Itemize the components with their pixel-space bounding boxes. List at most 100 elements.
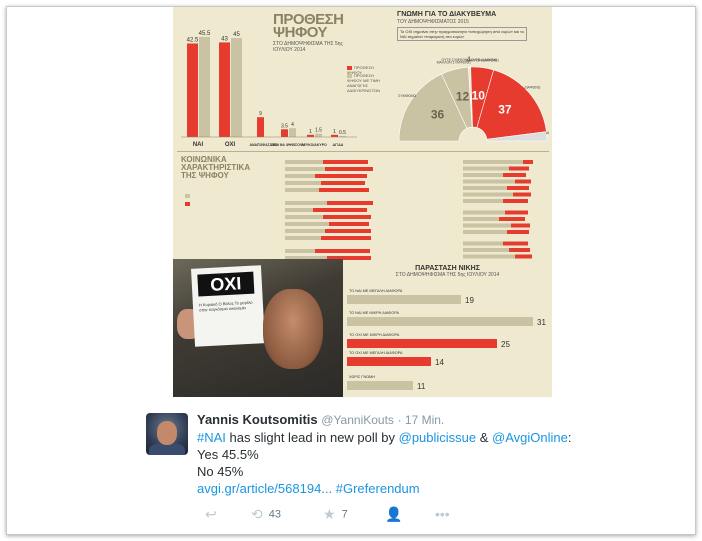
mention-publicissue[interactable]: @publicissue xyxy=(398,430,477,445)
tweet-line-3: No 45% xyxy=(197,464,244,479)
pie-value-4: 37 xyxy=(498,103,512,117)
demo-left-beige-2 xyxy=(285,174,315,178)
tweet-line-4: avgi.gr/article/568194... #Greferendum xyxy=(197,480,617,497)
more-button[interactable]: ••• xyxy=(435,506,456,522)
demo-right-beige-10 xyxy=(463,230,507,234)
demographics-svg xyxy=(185,160,533,260)
pie-value-0: 36 xyxy=(431,107,445,121)
demo-left-beige-9 xyxy=(285,229,325,233)
demo-right-beige-5 xyxy=(463,192,513,197)
man-face xyxy=(263,289,323,369)
pie-label-3: ΜΑΛΛΟΝ ΔΙΑΦΩΝΩ xyxy=(467,59,499,63)
pie-label-4: ΔΙΑΦΩΝΩ xyxy=(524,85,540,89)
demo-left-red-5 xyxy=(327,201,373,205)
pie-label-5: ΔΓ/ΔΑ xyxy=(546,131,549,135)
victory-label-1: ΤΟ ΝΑΙ ΜΕ ΜΙΚΡΗ ΔΙΑΦΟΡΑ xyxy=(349,311,400,315)
favorite-button[interactable]: ★ 7 xyxy=(323,506,348,523)
demo-right-beige-1 xyxy=(463,166,509,171)
tweet-text: #NAI has slight lead in new poll by @pub… xyxy=(197,429,617,497)
bar-value-2-0: 9 xyxy=(259,111,262,117)
demo-right-beige-2 xyxy=(463,173,503,177)
bar-0-0 xyxy=(187,43,198,137)
mention-avgionline[interactable]: @AvgiOnline xyxy=(492,430,568,445)
demo-right-beige-13 xyxy=(463,254,515,259)
bar-3-1 xyxy=(289,128,296,137)
bar-4-0 xyxy=(307,134,314,137)
demo-left-beige-11 xyxy=(285,249,315,253)
bar-category-2: ΑΝΑΠΟΦΑΣΙΣΤΟΙ xyxy=(249,143,278,147)
demo-right-red-12 xyxy=(509,248,530,252)
demo-legend-red xyxy=(185,202,190,206)
bar-value-4-0: 1 xyxy=(309,129,312,135)
opinion-subtitle: ΤΟΥ ΔΗΜΟΨΗΦΙΣΜΑΤΟΣ 2015 xyxy=(397,19,469,25)
victory-bar-4 xyxy=(347,381,413,390)
demo-left-beige-8 xyxy=(285,222,329,226)
more-icon: ••• xyxy=(435,506,450,522)
demo-legend-beige xyxy=(185,194,190,198)
demo-left-red-1 xyxy=(325,167,373,171)
bar-value-3-1: 4 xyxy=(291,122,294,128)
tweet-time[interactable]: · 17 Min. xyxy=(397,413,445,427)
tweet-actions: ↩ ⟲ 43 ★ 7 👤 ••• xyxy=(197,506,497,524)
demo-right-beige-8 xyxy=(463,217,499,221)
tweet-header: Yannis Koutsomitis @YanniKouts · 17 Min. xyxy=(197,412,444,427)
retweet-count: 43 xyxy=(268,508,281,521)
poll-infographic-image[interactable]: 42.5 45.5 ΝΑΙ 43 45 ΟΧΙ 9 ΑΝΑΠΟΦΑΣΙΣΤΟΙ 3.5 4 ΔΕΝ … xyxy=(173,7,552,397)
hashtag-greferendum[interactable]: #Greferendum xyxy=(335,481,420,496)
bar-category-1: ΟΧΙ xyxy=(225,142,236,148)
demo-right-red-6 xyxy=(503,199,528,203)
victory-value-4: 11 xyxy=(417,382,426,391)
bar-value-0-1: 45.5 xyxy=(199,31,211,37)
avatar-body xyxy=(149,443,185,455)
demo-left-red-10 xyxy=(321,236,371,240)
tweet-line-1: #NAI has slight lead in new poll by @pub… xyxy=(197,429,617,446)
pie-value-3: 10 xyxy=(472,88,486,102)
avatar[interactable] xyxy=(146,413,188,455)
demo-right-beige-9 xyxy=(463,223,511,228)
demo-right-red-1 xyxy=(509,166,529,171)
bar-0-1 xyxy=(199,36,210,137)
demo-left-beige-12 xyxy=(285,256,327,260)
pie-label-2: ΟΥΤΕ ΣΥΜΦΩΝΩ ΟΥΤΕ ΔΙΑΦΩΝΩ xyxy=(442,58,498,62)
bar-category-4: ΛΕΥΚΟ/ΑΚΥΡΟ xyxy=(301,143,327,147)
pie-label-0: ΣΥΜΦΩΝΩ xyxy=(398,94,416,98)
tweet-and: & xyxy=(476,430,493,445)
victory-svg: ΤΟ ΝΑΙ ΜΕ ΜΕΓΑΛΗ ΔΙΑΦΟΡΑ 19 ΤΟ ΝΑΙ ΜΕ ΜΙΚΡ… xyxy=(347,289,546,391)
demo-left-red-0 xyxy=(323,160,368,164)
demo-right-red-7 xyxy=(505,210,528,215)
retweet-button[interactable]: ⟲ 43 xyxy=(251,506,281,523)
chart-subtitle: ΣΤΟ ΔΗΜΟΨΗΦΙΣΜΑ ΤΗΣ 5ης ΙΟΥΛΙΟΥ 2014 xyxy=(273,41,343,53)
demo-right-red-2 xyxy=(503,173,526,177)
demo-right-beige-3 xyxy=(463,179,515,184)
article-link[interactable]: avgi.gr/article/568194... xyxy=(197,481,333,496)
oxi-sign-small-text: Η Κυριακή Ο Βόλος Το μεγάλο στην παγκόσμ… xyxy=(198,299,253,313)
demo-left-red-3 xyxy=(321,181,365,185)
bar-2-0 xyxy=(257,117,264,137)
demo-right-beige-12 xyxy=(463,248,509,252)
demo-right-beige-7 xyxy=(463,210,505,215)
opinion-note: Το ΟΧΙ σημαίνει στην πραγματικότητα «απο… xyxy=(397,27,527,41)
demo-left-beige-5 xyxy=(285,201,327,205)
bar-category-3: ΔΕΝ ΘΑ ΨΗΦΙΣΟΥΝ xyxy=(271,143,305,147)
hashtag-nai[interactable]: #NAI xyxy=(197,430,226,445)
oxi-sign-text: OXI xyxy=(197,271,255,297)
demo-left-beige-0 xyxy=(285,160,323,164)
follow-button[interactable]: 👤 xyxy=(385,506,408,523)
demo-right-red-4 xyxy=(507,186,529,190)
demo-left-red-11 xyxy=(315,249,370,253)
bar-value-0-0: 42.5 xyxy=(187,38,199,44)
victory-bar-3 xyxy=(347,357,431,366)
user-handle[interactable]: @YanniKouts xyxy=(321,413,394,427)
demo-left-beige-6 xyxy=(285,208,313,212)
star-icon: ★ xyxy=(323,506,336,522)
demo-right-red-8 xyxy=(499,217,525,221)
bar-category-5: ΔΓ/ΔΑ xyxy=(333,143,344,147)
follow-icon: 👤 xyxy=(385,506,403,522)
demo-right-beige-6 xyxy=(463,199,503,203)
favorite-count: 7 xyxy=(341,508,348,521)
pie-label-1: ΜΑΛΛΟΝ ΣΥΜΦΩΝΩ xyxy=(437,60,471,64)
user-name[interactable]: Yannis Koutsomitis xyxy=(197,412,318,427)
reply-button[interactable]: ↩ xyxy=(205,506,223,523)
demo-right-beige-4 xyxy=(463,186,507,190)
bar-3-0 xyxy=(281,129,288,137)
